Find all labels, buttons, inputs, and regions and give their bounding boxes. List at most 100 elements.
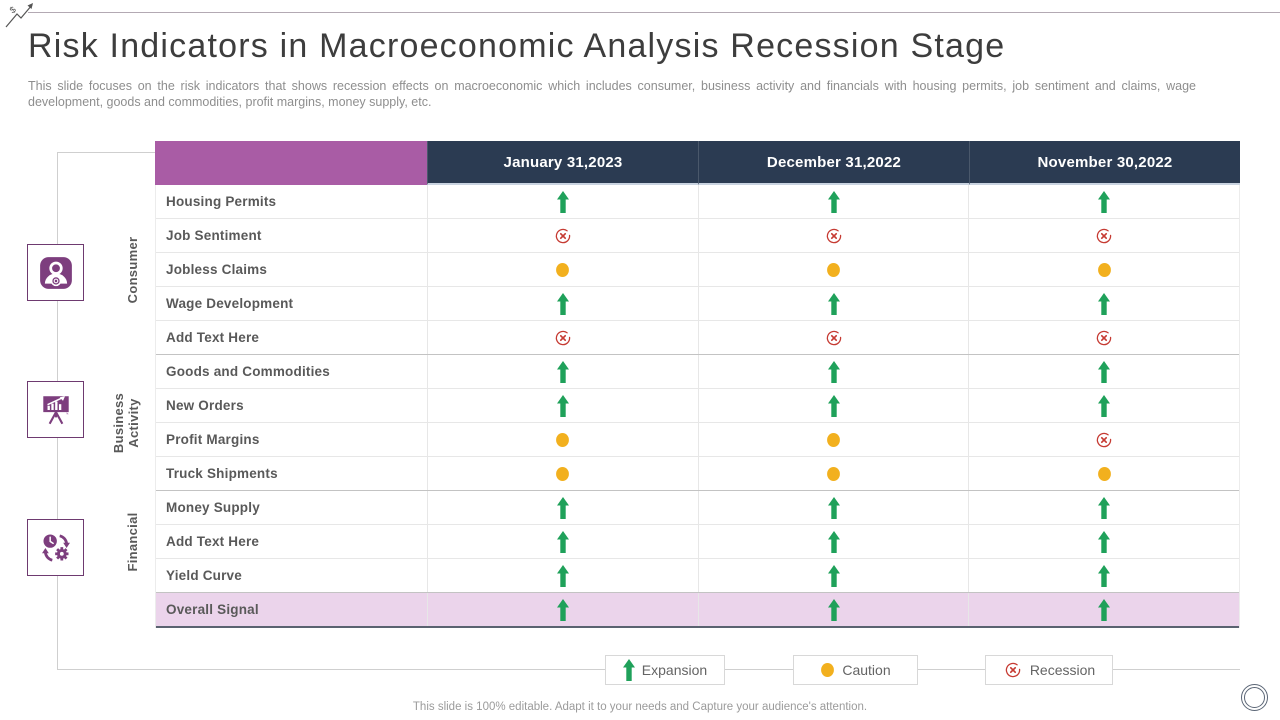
- status-cell-expansion: [427, 525, 698, 558]
- amber-dot-icon: [1097, 262, 1111, 277]
- status-cell-expansion: [697, 185, 969, 218]
- row-label: Add Text Here: [166, 330, 260, 345]
- status-cell-caution: [968, 457, 1239, 490]
- table-body: Housing Permits Job Sentiment Jobless Clai…: [155, 185, 1240, 628]
- green-up-arrow-icon: [556, 360, 569, 383]
- status-cell-caution: [427, 423, 698, 456]
- status-cell-expansion: [697, 287, 969, 320]
- row-label: Overall Signal: [166, 602, 259, 617]
- top-divider-line: [28, 12, 1280, 13]
- status-cell-expansion: [697, 355, 969, 388]
- amber-dot-icon: [827, 262, 840, 277]
- page-title: Risk Indicators in Macroeconomic Analysi…: [28, 27, 1006, 65]
- status-cell-expansion: [968, 355, 1239, 388]
- row-label: Job Sentiment: [166, 228, 262, 243]
- table-row: Goods and Commodities: [156, 355, 1239, 389]
- table-row: Job Sentiment: [156, 219, 1239, 253]
- financial-icon-box: [27, 519, 84, 576]
- slide-description: This slide focuses on the risk indicator…: [28, 79, 1196, 109]
- column-headers: January 31,2023 December 31,2022 November …: [427, 141, 1240, 185]
- status-cell-caution: [427, 457, 698, 490]
- logo-inner-circle: [1244, 687, 1265, 708]
- status-cell-expansion: [968, 525, 1239, 558]
- top-connector-line: [57, 152, 155, 153]
- status-cell-recession: [968, 219, 1239, 252]
- table-row: Jobless Claims: [156, 253, 1239, 287]
- table-row: Money Supply: [156, 491, 1239, 525]
- status-cell-expansion: [427, 355, 698, 388]
- red-circle-x-icon: [1096, 432, 1112, 447]
- status-cell-caution: [697, 457, 969, 490]
- status-cell-caution: [968, 253, 1239, 286]
- red-circle-x-icon: [1096, 330, 1112, 345]
- row-label: Yield Curve: [166, 568, 242, 583]
- red-circle-x-icon: [555, 228, 571, 243]
- status-cell-expansion: [427, 389, 698, 422]
- status-cell-caution: [427, 253, 698, 286]
- amber-dot-icon: [1097, 466, 1111, 481]
- status-cell-recession: [968, 321, 1239, 354]
- status-cell-expansion: [697, 389, 969, 422]
- green-up-arrow-icon: [827, 394, 840, 417]
- green-up-arrow-icon: [1098, 190, 1111, 213]
- business-activity-icon-box: [27, 381, 84, 438]
- green-up-arrow-icon: [556, 496, 569, 519]
- row-label: Jobless Claims: [166, 262, 268, 277]
- green-up-arrow-icon: [1098, 530, 1111, 553]
- status-cell-expansion: [697, 559, 969, 592]
- status-cell-expansion: [968, 593, 1239, 626]
- table-row: Truck Shipments: [156, 457, 1239, 491]
- green-up-arrow-icon: [622, 659, 635, 681]
- amber-dot-icon: [556, 262, 570, 277]
- group-label-consumer: Consumer: [125, 236, 140, 304]
- amber-dot-icon: [556, 432, 570, 447]
- dollar-trend-arrow-icon: $: [5, 3, 33, 28]
- red-circle-x-icon: [1096, 228, 1112, 243]
- green-up-arrow-icon: [827, 292, 840, 315]
- bottom-connector-line: [57, 669, 1240, 670]
- legend-label: Recession: [1029, 662, 1096, 678]
- status-cell-caution: [697, 423, 969, 456]
- row-label: New Orders: [166, 398, 244, 413]
- status-cell-recession: [697, 219, 969, 252]
- green-up-arrow-icon: [556, 530, 569, 553]
- column-header: January 31,2023: [427, 141, 698, 185]
- status-cell-expansion: [968, 559, 1239, 592]
- row-label: Truck Shipments: [166, 466, 278, 481]
- column-header: November 30,2022: [969, 141, 1240, 185]
- business-presentation-chart-icon: [42, 395, 69, 424]
- table-header-row: January 31,2023 December 31,2022 November …: [155, 141, 1240, 185]
- status-cell-expansion: [697, 593, 969, 626]
- green-up-arrow-icon: [556, 190, 569, 213]
- red-circle-x-icon: [826, 330, 841, 345]
- table-corner-cell: [155, 141, 427, 185]
- group-label-financial: Financial: [125, 512, 140, 572]
- legend-label: Expansion: [641, 662, 708, 678]
- status-cell-recession: [427, 321, 698, 354]
- green-up-arrow-icon: [1098, 394, 1111, 417]
- financial-process-clock-gear-icon: [41, 533, 70, 562]
- red-circle-x-icon: [1005, 662, 1021, 678]
- row-label: Money Supply: [166, 500, 260, 515]
- status-cell-caution: [697, 253, 969, 286]
- amber-dot-icon: [827, 466, 840, 481]
- legend-item-expansion: Expansion: [605, 655, 725, 685]
- green-up-arrow-icon: [827, 190, 840, 213]
- red-circle-x-icon: [555, 330, 571, 345]
- green-up-arrow-icon: [827, 564, 840, 587]
- green-up-arrow-icon: [556, 394, 569, 417]
- status-cell-expansion: [427, 491, 698, 524]
- status-cell-expansion: [697, 525, 969, 558]
- consumer-icon-box: [27, 244, 84, 301]
- table-row: Overall Signal: [156, 593, 1239, 628]
- table-row: Add Text Here: [156, 525, 1239, 559]
- table-row: Housing Permits: [156, 185, 1239, 219]
- legend-item-recession: Recession: [985, 655, 1113, 685]
- green-up-arrow-icon: [1098, 360, 1111, 383]
- legend-label: Caution: [842, 662, 891, 678]
- amber-dot-icon: [556, 466, 570, 481]
- legend-item-caution: Caution: [793, 655, 918, 685]
- column-header: December 31,2022: [698, 141, 969, 185]
- consumer-person-icon: [39, 256, 72, 289]
